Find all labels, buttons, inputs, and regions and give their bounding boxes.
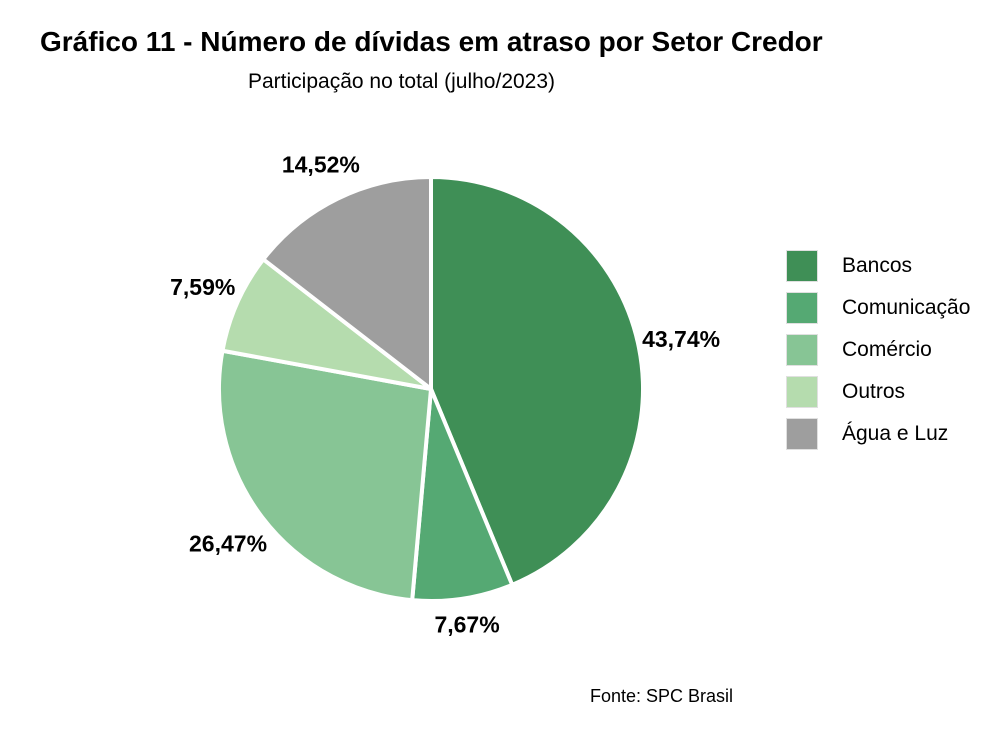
data-label-outros: 7,59%	[170, 274, 235, 300]
data-label-comunicacao: 7,67%	[434, 611, 499, 637]
legend-swatch-bancos	[786, 250, 818, 282]
legend-swatch-comercio	[786, 334, 818, 366]
legend-item-comunicacao: Comunicação	[786, 287, 970, 329]
legend-label-agua-e-luz: Água e Luz	[842, 422, 948, 446]
data-label-comercio: 26,47%	[189, 530, 267, 556]
legend-swatch-comunicacao	[786, 292, 818, 324]
legend-item-comercio: Comércio	[786, 329, 970, 371]
legend-item-agua-e-luz: Água e Luz	[786, 413, 970, 455]
legend-label-bancos: Bancos	[842, 254, 912, 278]
data-label-agua-e-luz: 14,52%	[282, 152, 360, 178]
legend-swatch-outros	[786, 376, 818, 408]
data-label-bancos: 43,74%	[642, 326, 720, 352]
legend-label-comunicacao: Comunicação	[842, 296, 970, 320]
chart-legend: Bancos Comunicação Comércio Outros Água …	[786, 245, 970, 455]
source-note: Fonte: SPC Brasil	[590, 686, 733, 707]
legend-item-bancos: Bancos	[786, 245, 970, 287]
pie-slice-comercio	[219, 351, 431, 600]
legend-label-comercio: Comércio	[842, 338, 932, 362]
legend-swatch-agua-e-luz	[786, 418, 818, 450]
legend-label-outros: Outros	[842, 380, 905, 404]
legend-item-outros: Outros	[786, 371, 970, 413]
